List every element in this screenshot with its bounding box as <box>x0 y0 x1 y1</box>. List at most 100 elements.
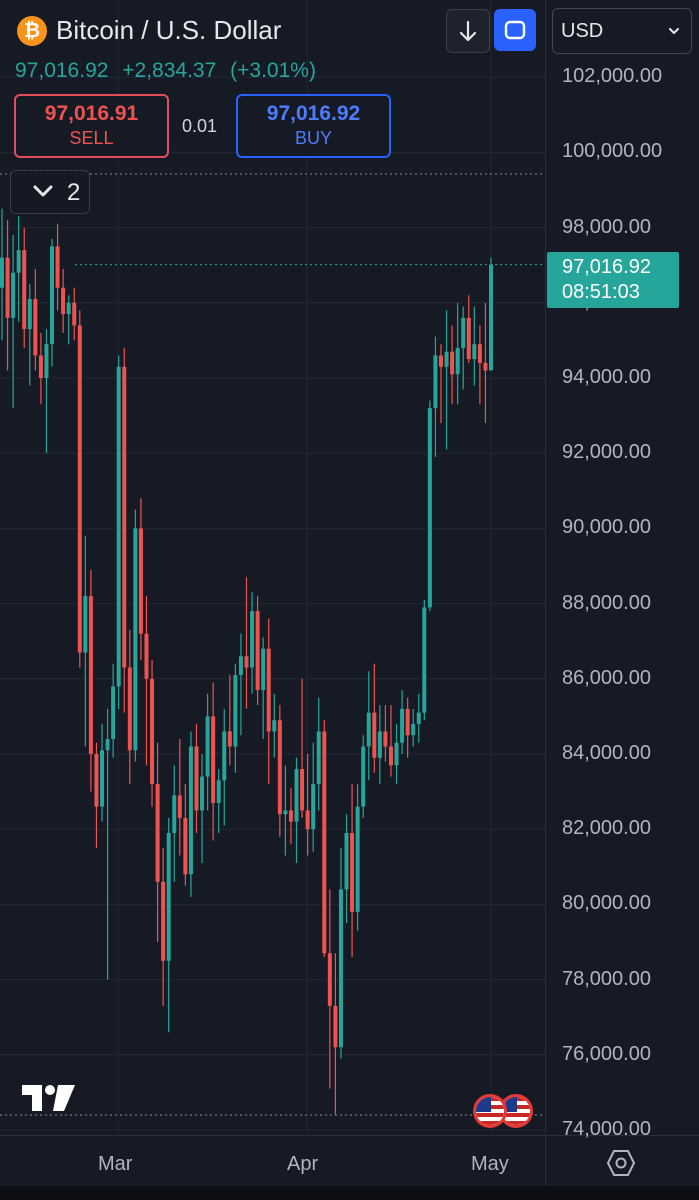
download-button[interactable] <box>446 9 490 53</box>
price-tick-label: 98,000.00 <box>562 215 651 238</box>
price-tick-label: 86,000.00 <box>562 666 651 689</box>
candle <box>355 784 360 931</box>
candle-body <box>416 712 421 724</box>
candle-body <box>344 832 349 890</box>
price-tick-label: 92,000.00 <box>562 441 651 464</box>
candle-body <box>383 731 388 747</box>
price-axis-divider <box>545 0 546 1185</box>
candle-body <box>38 355 43 378</box>
candle-body <box>111 686 116 739</box>
candle <box>450 325 455 405</box>
price-tick-label: 76,000.00 <box>562 1042 651 1065</box>
candle-body <box>127 667 132 751</box>
candle-body <box>366 712 371 747</box>
candle-body <box>16 250 21 273</box>
candle-body <box>244 656 249 668</box>
candle-body <box>444 351 449 367</box>
candle-body <box>300 769 305 811</box>
fullscreen-button[interactable] <box>494 9 536 51</box>
candle-body <box>83 596 88 653</box>
candle <box>461 306 466 390</box>
sell-button[interactable]: 97,016.91 SELL <box>14 94 169 158</box>
candle-body <box>311 784 316 830</box>
candle <box>383 705 388 762</box>
candle <box>372 663 377 773</box>
candle-body <box>333 1005 338 1048</box>
candle <box>177 738 182 856</box>
candle-body <box>288 810 293 822</box>
time-tick-label: Mar <box>98 1153 133 1175</box>
candle <box>138 498 143 660</box>
candle <box>344 814 349 924</box>
candle-body <box>455 347 460 375</box>
candle-body <box>477 344 482 363</box>
indicators-toggle-button[interactable]: 2 <box>10 170 90 214</box>
tradingview-logo <box>22 1085 75 1111</box>
time-tick-label: May <box>471 1153 509 1175</box>
candle <box>444 310 449 450</box>
price-tick-label: 90,000.00 <box>562 516 651 539</box>
chevron-down-icon <box>33 185 53 197</box>
candle-body <box>488 264 494 371</box>
candle <box>388 705 393 777</box>
candle <box>11 235 16 409</box>
candle <box>405 697 410 758</box>
candle <box>333 953 338 1115</box>
indicator-count: 2 <box>67 179 81 206</box>
candle-body <box>11 272 16 318</box>
candle <box>166 817 171 1033</box>
symbol-title[interactable]: Bitcoin / U.S. Dollar <box>56 15 282 45</box>
candle-body <box>116 366 121 687</box>
candle-body <box>461 317 466 348</box>
candle-body <box>155 784 160 882</box>
candle-body <box>94 754 99 807</box>
candle-body <box>188 746 193 875</box>
candle-body <box>400 708 405 743</box>
candle <box>327 889 332 1089</box>
candle <box>411 708 416 747</box>
buy-button[interactable]: 97,016.92 BUY <box>236 94 391 158</box>
candle-body <box>44 344 49 378</box>
candle <box>111 663 116 758</box>
candle-body <box>77 325 82 653</box>
candle-body <box>227 731 232 747</box>
candle-body <box>194 746 199 811</box>
us-event-flag-icon[interactable] <box>473 1094 507 1128</box>
price-change: +2,834.37 <box>122 59 217 82</box>
candle-body <box>172 795 177 833</box>
candle <box>205 693 210 811</box>
price-tick-label: 80,000.00 <box>562 892 651 915</box>
candle <box>316 697 321 811</box>
candle <box>222 708 227 826</box>
candle <box>322 720 327 958</box>
candle <box>55 223 60 311</box>
price-tick-label: 102,000.00 <box>562 65 663 88</box>
candle-body <box>61 287 66 315</box>
current-price: 97,016.92 <box>15 59 109 82</box>
candle <box>433 336 438 457</box>
candle-body <box>27 299 32 330</box>
currency-select[interactable]: USD <box>552 8 692 54</box>
candle <box>366 671 371 781</box>
candle-body <box>405 708 410 736</box>
candle <box>483 302 488 424</box>
settings-hexagon-icon[interactable] <box>606 1148 636 1178</box>
candlestick-chart[interactable] <box>0 0 545 1135</box>
candle <box>294 757 299 864</box>
candle <box>422 599 427 721</box>
last-price-tag: 97,016.92 08:51:03 <box>547 252 679 308</box>
candle <box>216 769 221 833</box>
download-arrow-icon <box>459 20 477 42</box>
candle <box>50 238 55 367</box>
candle <box>488 257 494 371</box>
candle <box>83 535 88 747</box>
candle-body <box>105 738 110 751</box>
candle-body <box>133 528 138 751</box>
candle-body <box>166 832 171 961</box>
candle-body <box>350 832 355 912</box>
candle <box>0 208 5 341</box>
candle-body <box>138 528 143 634</box>
candle <box>300 678 305 818</box>
candle-body <box>216 780 221 803</box>
candle <box>5 220 10 371</box>
